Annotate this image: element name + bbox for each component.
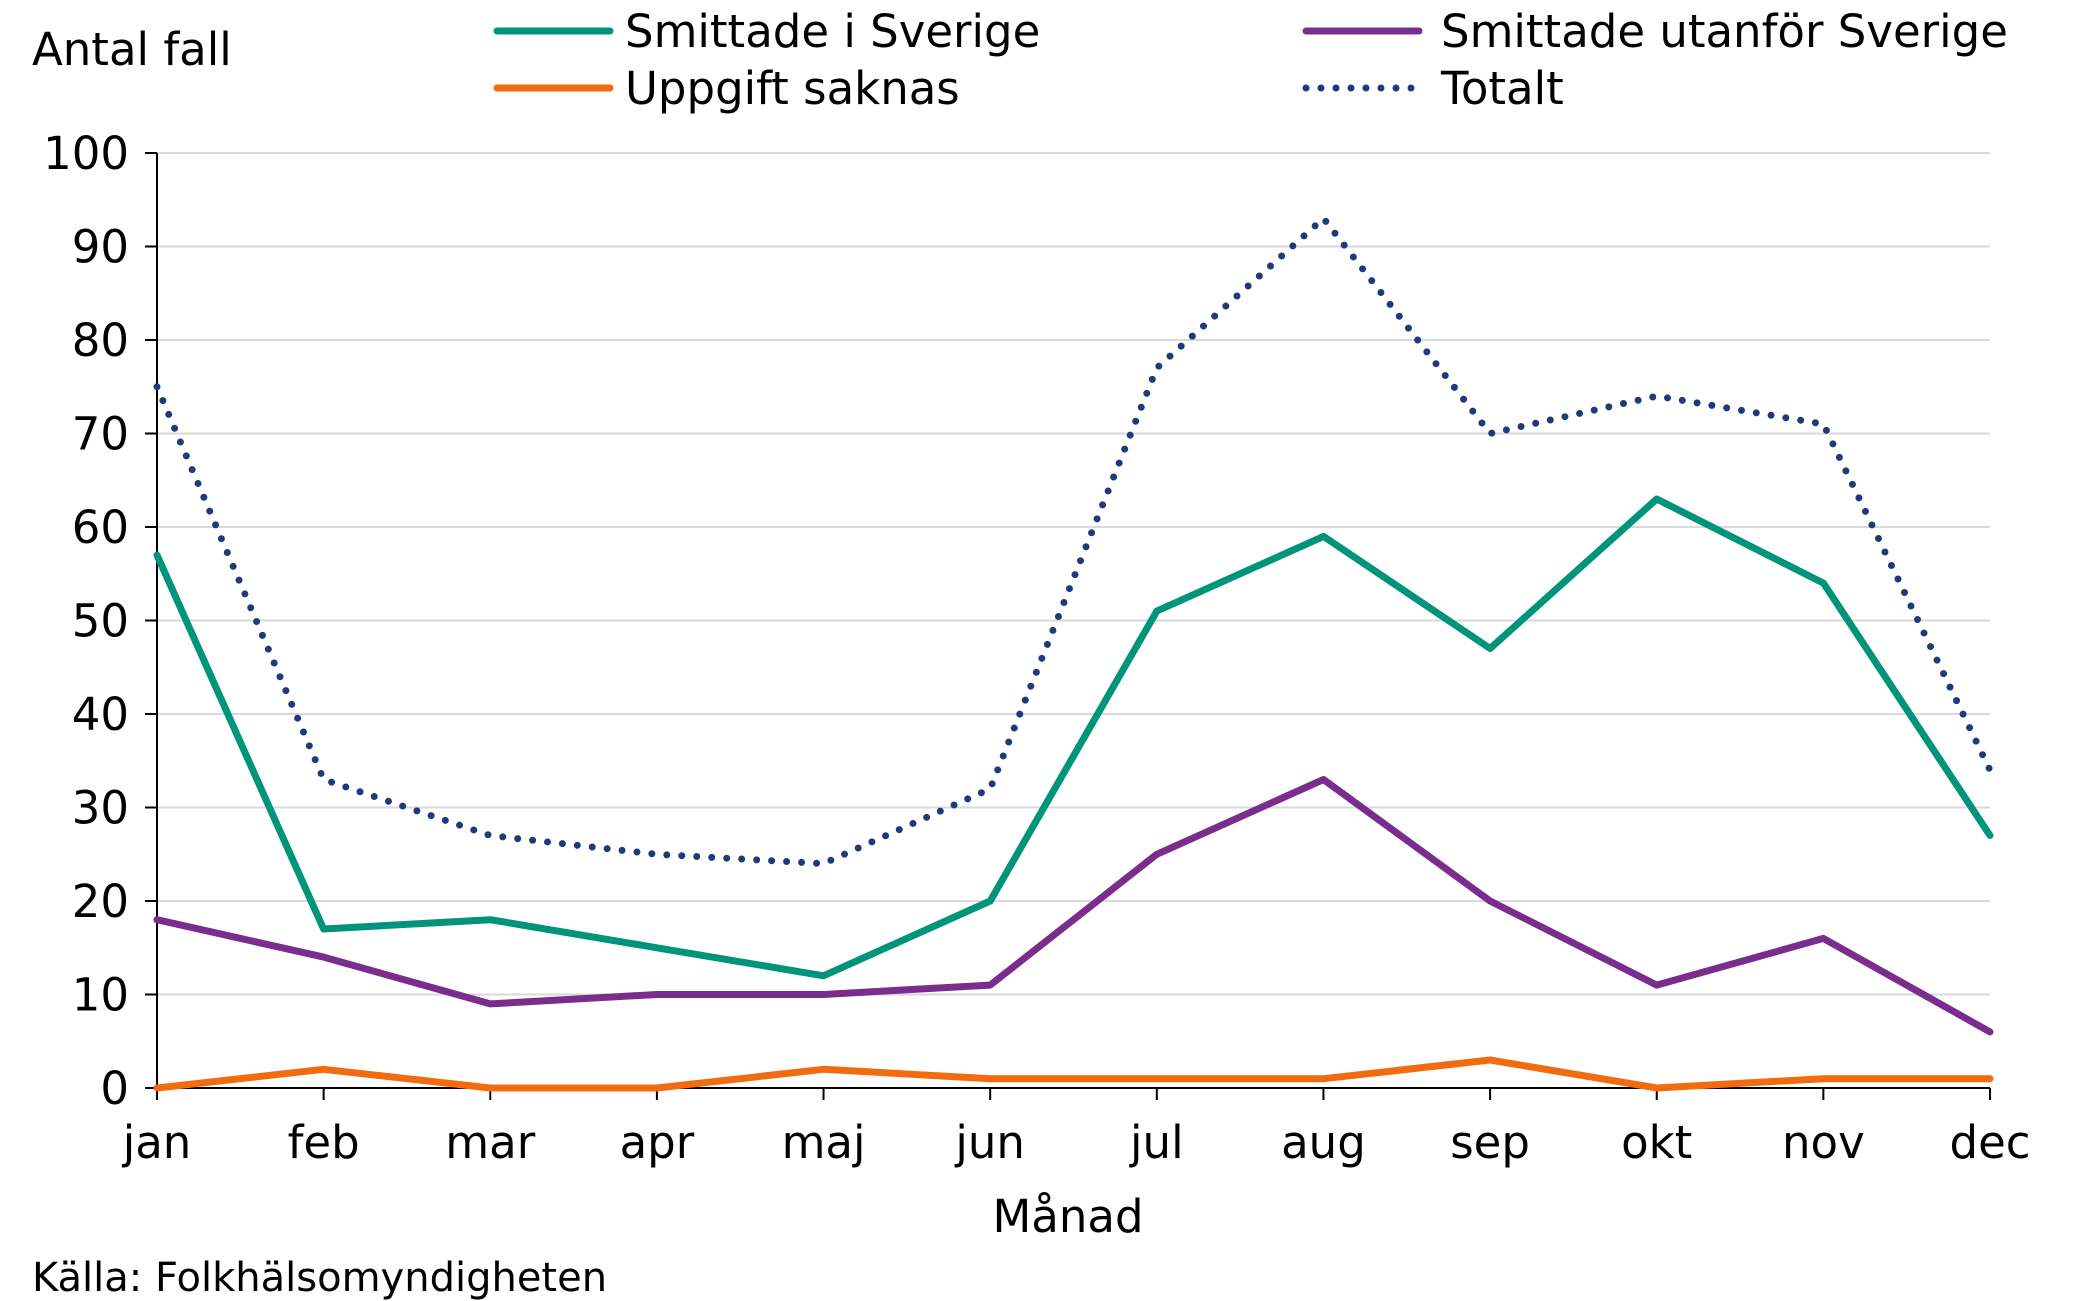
x-tick-label: jan bbox=[122, 1116, 192, 1169]
y-tick-label: 90 bbox=[72, 221, 129, 274]
x-axis-label: Månad bbox=[992, 1190, 1143, 1243]
legend: Smittade i Sverige Smittade utanför Sveri… bbox=[493, 5, 2008, 115]
x-tick-label: nov bbox=[1782, 1116, 1865, 1169]
y-tick-label: 50 bbox=[72, 595, 129, 648]
x-tick-label: sep bbox=[1450, 1116, 1530, 1169]
y-tick-label: 0 bbox=[100, 1062, 129, 1115]
x-tick-label: okt bbox=[1621, 1116, 1692, 1169]
legend-label: Totalt bbox=[1440, 62, 1564, 115]
x-tick-label: feb bbox=[288, 1116, 360, 1169]
x-tick-label: mar bbox=[445, 1116, 535, 1169]
y-tick-label: 40 bbox=[72, 688, 129, 741]
y-tick-label: 10 bbox=[72, 969, 129, 1022]
y-tick-label: 60 bbox=[72, 501, 129, 554]
y-tick-label: 100 bbox=[43, 127, 129, 180]
x-tick-label: jul bbox=[1129, 1116, 1184, 1169]
y-axis-ticks: 0 10 20 30 40 50 60 70 80 90 100 bbox=[43, 127, 157, 1115]
x-tick-label: jun bbox=[954, 1116, 1025, 1169]
x-tick-label: aug bbox=[1281, 1116, 1366, 1169]
y-tick-label: 70 bbox=[72, 408, 129, 461]
source-note: Källa: Folkhälsomyndigheten bbox=[32, 1255, 608, 1301]
x-tick-label: apr bbox=[620, 1116, 695, 1169]
y-axis-label: Antal fall bbox=[32, 23, 232, 76]
x-tick-label: dec bbox=[1950, 1116, 2031, 1169]
series-line-3 bbox=[153, 1056, 1994, 1092]
y-tick-label: 20 bbox=[72, 875, 129, 928]
x-axis-ticks: jan feb mar apr maj jun jul aug sep okt nov dec bbox=[122, 1088, 2031, 1169]
legend-label: Smittade utanför Sverige bbox=[1441, 5, 2008, 58]
x-tick-label: maj bbox=[782, 1116, 866, 1169]
y-tick-label: 80 bbox=[72, 314, 129, 367]
series-line-4 bbox=[153, 214, 1994, 868]
series-line-2 bbox=[153, 776, 1994, 1036]
data-series bbox=[153, 214, 1994, 1092]
y-tick-label: 30 bbox=[72, 782, 129, 835]
series-line-1 bbox=[153, 495, 1994, 980]
gridlines bbox=[157, 152, 1990, 996]
legend-label: Uppgift saknas bbox=[625, 62, 960, 115]
legend-label: Smittade i Sverige bbox=[625, 5, 1040, 58]
